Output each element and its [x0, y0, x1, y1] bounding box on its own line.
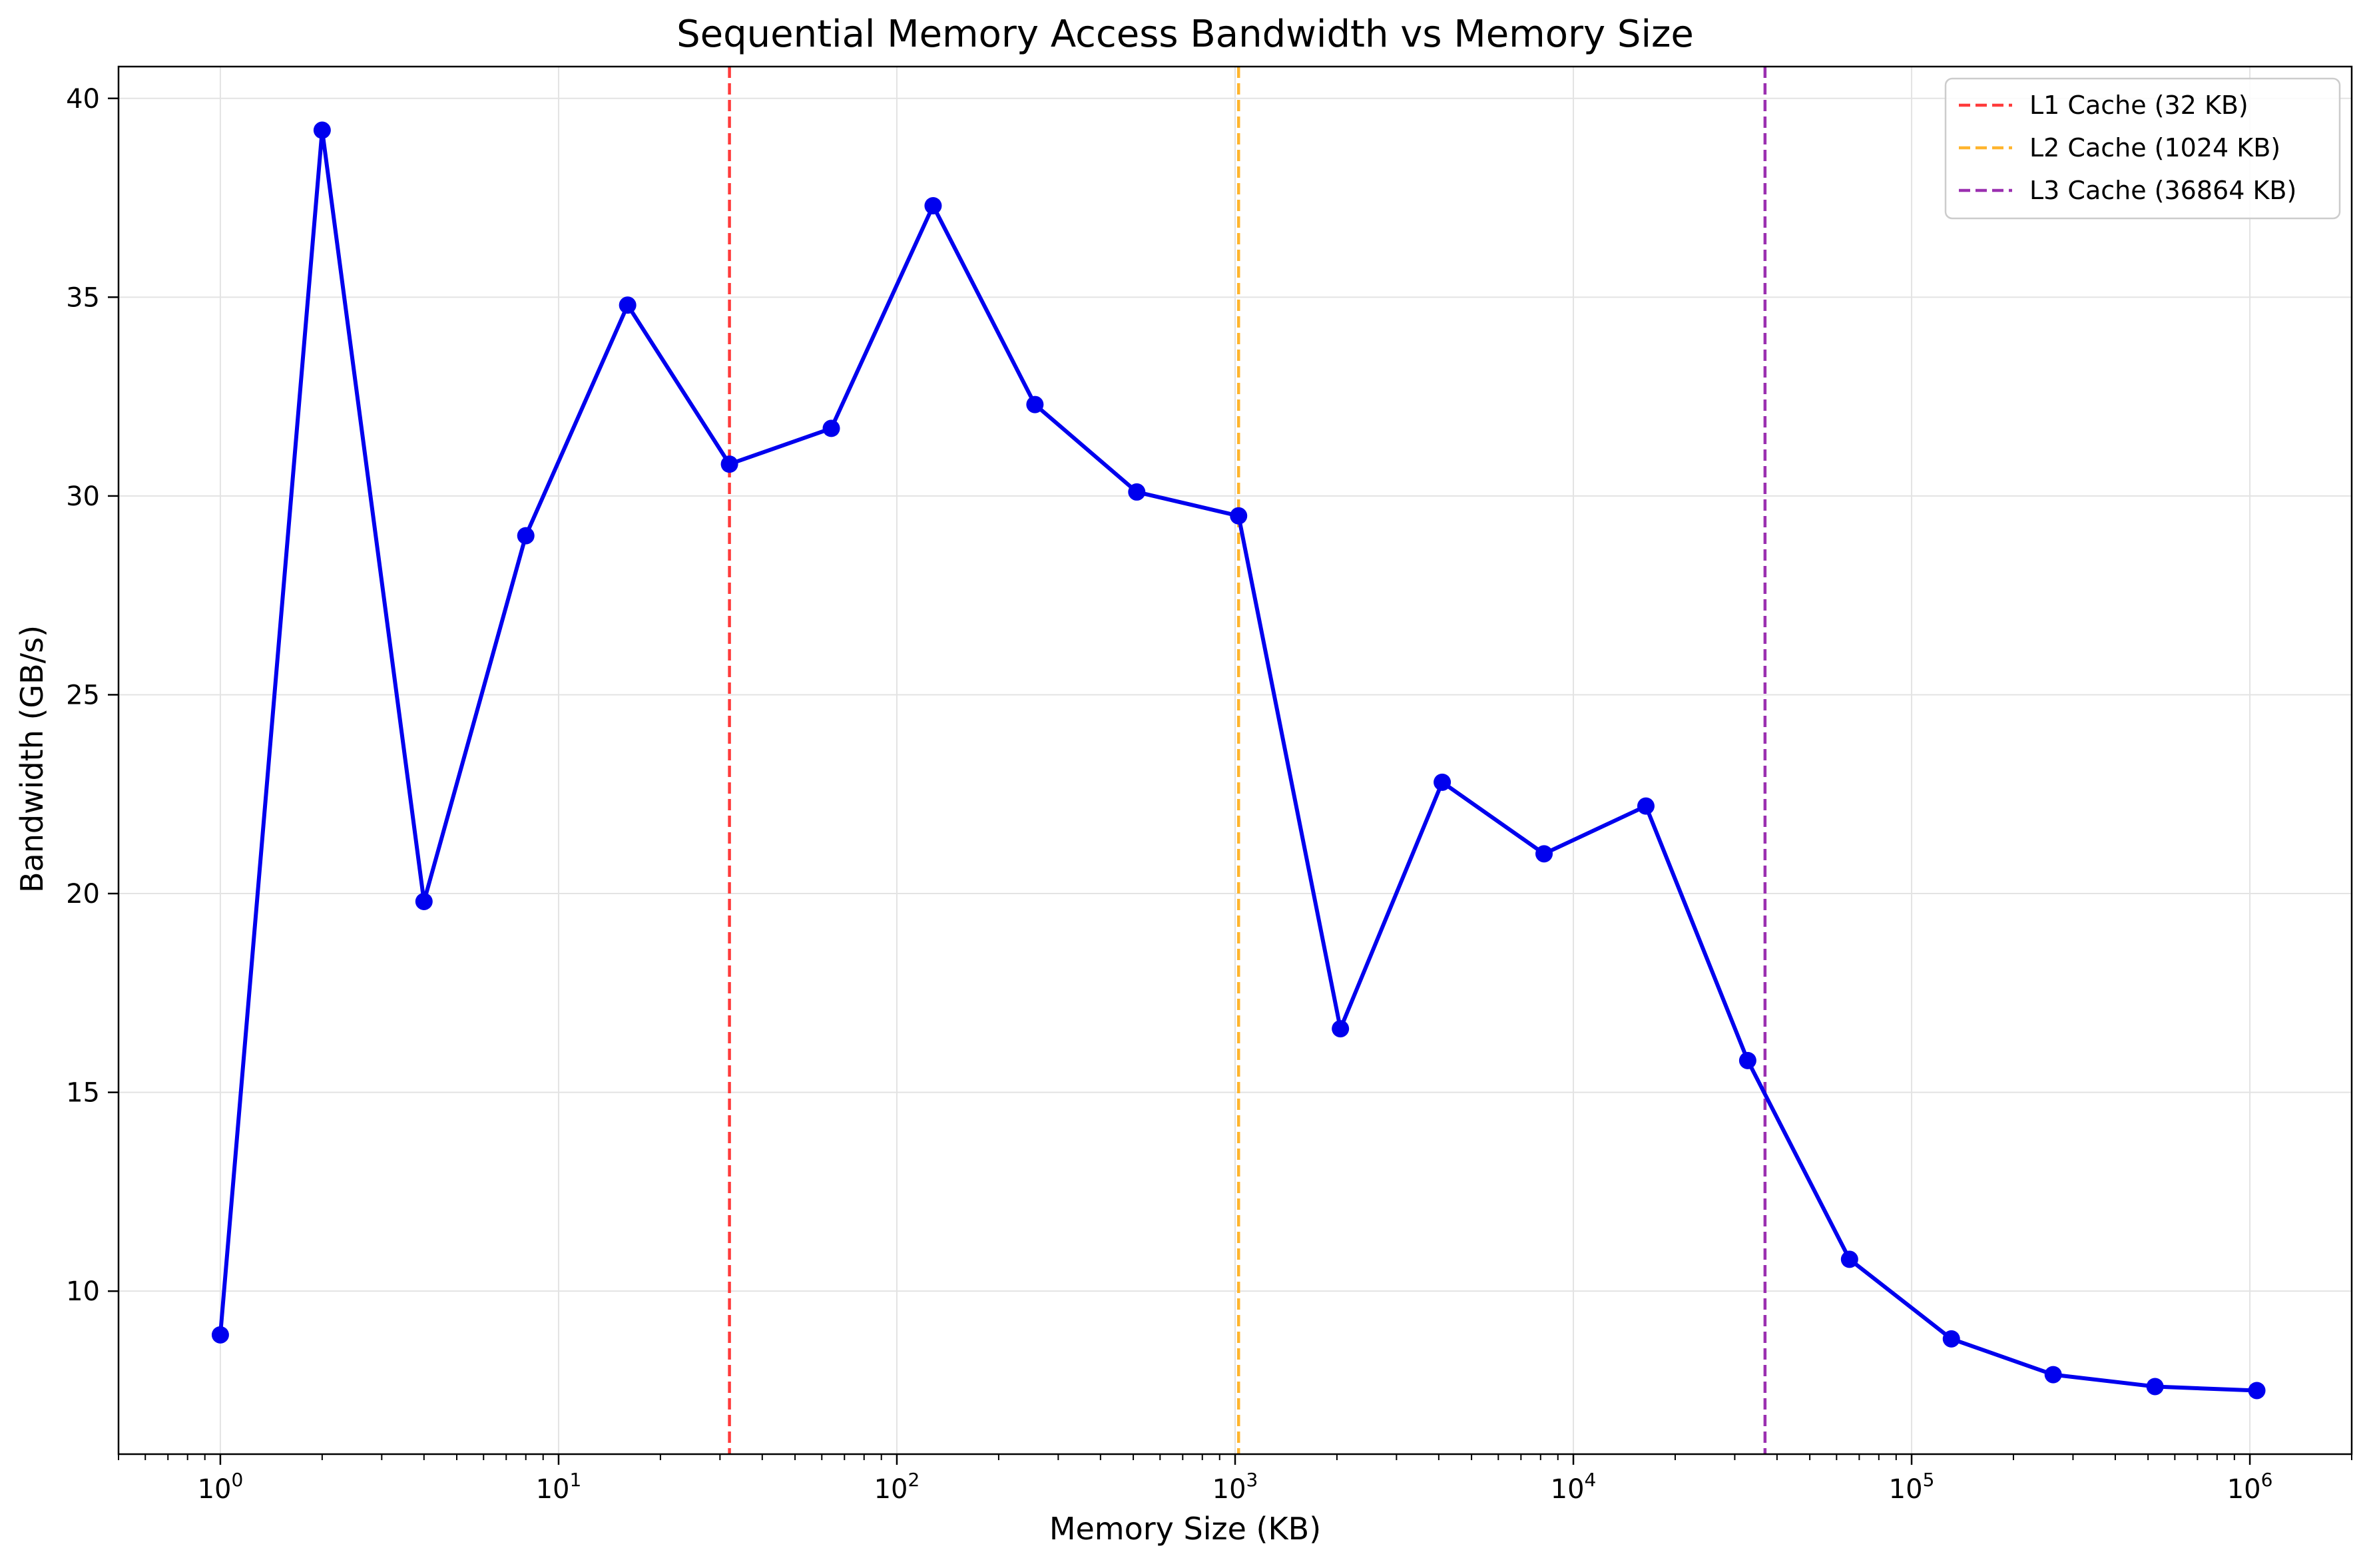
data-point: [313, 121, 331, 139]
x-tick-label: 103: [1212, 1469, 1258, 1505]
x-tick-label: 102: [874, 1469, 920, 1505]
data-point: [2044, 1366, 2062, 1384]
data-point: [1535, 845, 1553, 863]
y-tick-label: 40: [66, 84, 100, 115]
legend: L1 Cache (32 KB) L2 Cache (1024 KB) L3 Cac…: [1944, 77, 2341, 220]
data-point: [1738, 1051, 1756, 1069]
data-point: [1942, 1330, 1960, 1348]
legend-box: [1944, 77, 2341, 220]
y-tick-label: 10: [66, 1276, 100, 1307]
legend-label: L3 Cache (36864 KB): [2029, 176, 2296, 205]
x-axis-label: Memory Size (KB): [1049, 1511, 1321, 1547]
x-tick-label: 105: [1889, 1469, 1935, 1505]
series-layer: [211, 121, 2266, 1400]
data-point: [1840, 1250, 1858, 1268]
data-point: [1230, 507, 1248, 525]
cache-reference-lines: [728, 67, 1767, 1454]
y-axis-label: Bandwidth (GB/s): [14, 625, 50, 893]
y-tick-label: 35: [66, 282, 100, 313]
legend-label: L1 Cache (32 KB): [2029, 91, 2248, 120]
data-point: [822, 419, 840, 437]
data-point: [1434, 773, 1451, 791]
data-point: [1026, 395, 1044, 413]
data-point: [211, 1326, 229, 1344]
data-point: [415, 892, 433, 910]
data-point: [1128, 483, 1146, 501]
data-point: [619, 296, 637, 314]
data-point: [924, 196, 942, 214]
x-tick-label: 101: [536, 1469, 582, 1505]
data-point: [720, 455, 738, 473]
data-point: [517, 527, 535, 545]
data-point: [1332, 1020, 1350, 1038]
y-tick-label: 20: [66, 879, 100, 910]
data-point: [1637, 797, 1655, 815]
x-tick-label: 100: [198, 1469, 244, 1505]
data-point: [2248, 1382, 2266, 1400]
x-tick-label: 104: [1551, 1469, 1597, 1505]
y-tick-label: 15: [66, 1078, 100, 1109]
y-tick-label: 25: [66, 680, 100, 710]
x-axis-ticks: 100 101 102 103 104 105 106: [118, 1454, 2352, 1505]
chart-title: Sequential Memory Access Bandwidth vs Me…: [676, 13, 1694, 56]
x-tick-label: 106: [2227, 1469, 2273, 1505]
data-point: [2146, 1378, 2164, 1396]
legend-label: L2 Cache (1024 KB): [2029, 133, 2280, 162]
y-tick-label: 30: [66, 481, 100, 512]
y-axis-ticks: 10 15 20 25 30 35 40: [66, 84, 119, 1307]
